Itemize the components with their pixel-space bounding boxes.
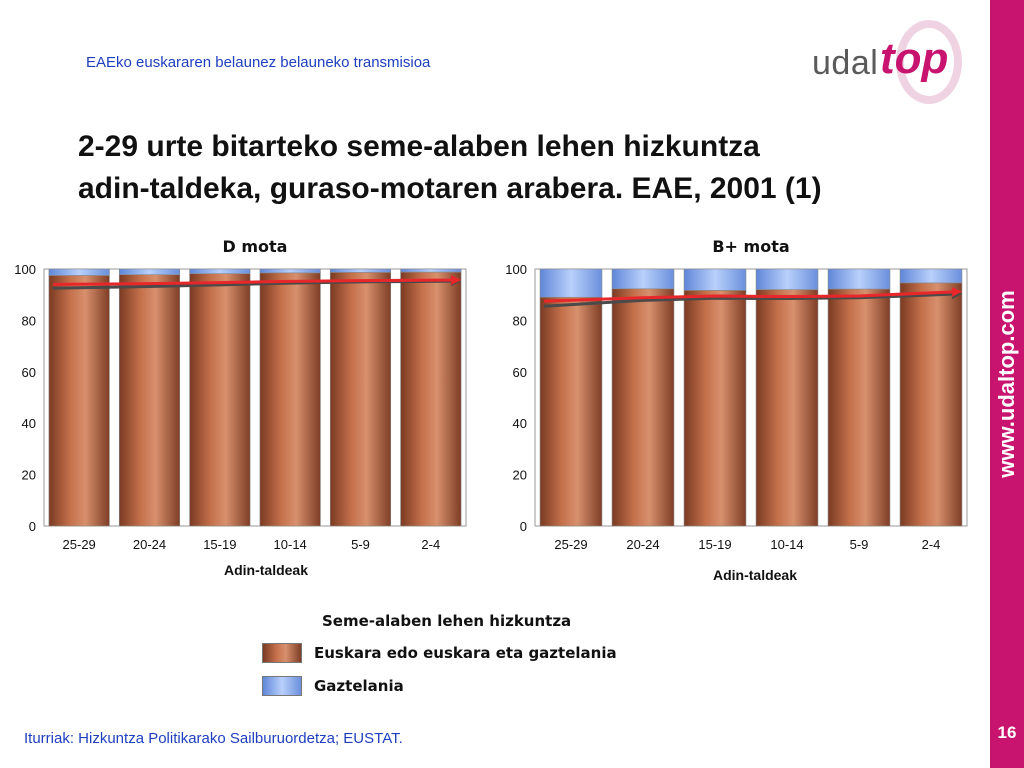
bar-euskara bbox=[611, 288, 675, 527]
x-tick-label: 5-9 bbox=[850, 537, 869, 552]
bar-euskara bbox=[827, 288, 891, 527]
x-tick-label: 25-29 bbox=[554, 537, 587, 552]
bar-gaztelania bbox=[400, 268, 462, 273]
x-tick-label: 2-4 bbox=[922, 537, 941, 552]
page-title: 2-29 urte bitarteko seme-alaben lehen hi… bbox=[78, 126, 958, 210]
header-subtitle: EAEko euskararen belaunez belauneko tran… bbox=[86, 54, 431, 71]
legend-label-gaztelania: Gaztelania bbox=[314, 677, 404, 695]
bar-gaztelania bbox=[611, 268, 675, 290]
x-axis-label-2: Adin-taldeak bbox=[713, 567, 797, 583]
bar-euskara bbox=[899, 282, 963, 527]
y-tick-label: 60 bbox=[22, 365, 36, 380]
plot-area-1 bbox=[43, 268, 467, 527]
chart-title-2: B+ mota bbox=[712, 237, 789, 256]
x-axis-label-1: Adin-taldeak bbox=[224, 562, 308, 578]
x-tick-label: 10-14 bbox=[274, 537, 307, 552]
bar-euskara bbox=[539, 296, 603, 527]
bar-euskara bbox=[400, 271, 462, 527]
bar-gaztelania bbox=[899, 268, 963, 284]
y-tick-label: 20 bbox=[513, 468, 527, 483]
y-tick-label: 40 bbox=[513, 416, 527, 431]
trend-line-red bbox=[52, 275, 462, 286]
bar-gaztelania bbox=[329, 268, 392, 273]
bar-gaztelania bbox=[118, 268, 181, 275]
logo-ring-icon bbox=[896, 20, 962, 104]
y-tick-label: 80 bbox=[22, 313, 36, 328]
y-tick-label: 80 bbox=[513, 313, 527, 328]
page-number: 16 bbox=[991, 718, 1023, 748]
x-tick-label: 20-24 bbox=[626, 537, 659, 552]
y-tick-label: 100 bbox=[14, 262, 36, 277]
bar-gaztelania bbox=[189, 268, 251, 274]
legend-swatch-euskara bbox=[262, 643, 302, 663]
bar-euskara bbox=[683, 290, 747, 527]
bar-euskara bbox=[118, 274, 181, 527]
bar-euskara bbox=[189, 273, 251, 527]
page-title-line2: adin-taldeka, guraso-motaren arabera. EA… bbox=[78, 172, 822, 205]
logo-text-udal: udal bbox=[812, 44, 879, 82]
legend-swatch-gaztelania bbox=[262, 676, 302, 696]
page-title-line1: 2-29 urte bitarteko seme-alaben lehen hi… bbox=[78, 130, 760, 163]
x-tick-label: 15-19 bbox=[698, 537, 731, 552]
side-url-link[interactable]: www.udaltop.com bbox=[994, 290, 1019, 478]
x-tick-label: 10-14 bbox=[770, 537, 803, 552]
x-tick-label: 5-9 bbox=[351, 537, 370, 552]
legend-title: Seme-alaben lehen hizkuntza bbox=[322, 612, 572, 630]
trend-line-dark bbox=[543, 289, 962, 308]
x-tick-label: 20-24 bbox=[133, 537, 166, 552]
charts-canvas: D mota 0 20 40 60 80 100 25-29 20-24 15-19 10-14 5-… bbox=[14, 237, 968, 583]
bar-gaztelania bbox=[827, 268, 891, 290]
y-tick-label: 20 bbox=[22, 468, 36, 483]
bar-gaztelania bbox=[48, 268, 110, 276]
bar-euskara bbox=[259, 272, 321, 527]
bar-gaztelania bbox=[755, 268, 819, 290]
x-tick-label: 15-19 bbox=[203, 537, 236, 552]
bar-euskara bbox=[48, 275, 110, 527]
bar-gaztelania bbox=[259, 268, 321, 274]
x-tick-label: 25-29 bbox=[63, 537, 96, 552]
legend-label-euskara: Euskara edo euskara eta gaztelania bbox=[314, 644, 617, 662]
y-tick-label: 0 bbox=[520, 519, 527, 534]
x-tick-label: 2-4 bbox=[421, 537, 440, 552]
logo-text-top: top bbox=[880, 34, 949, 83]
y-tick-label: 0 bbox=[29, 519, 36, 534]
bar-euskara bbox=[755, 289, 819, 527]
bar-gaztelania bbox=[683, 268, 747, 291]
source-text: Iturriak: Hizkuntza Politikarako Sailbur… bbox=[24, 730, 403, 747]
plot-area-2 bbox=[534, 268, 968, 527]
y-tick-label: 40 bbox=[22, 416, 36, 431]
y-tick-label: 100 bbox=[505, 262, 527, 277]
y-tick-label: 60 bbox=[513, 365, 527, 380]
bar-gaztelania bbox=[539, 268, 603, 298]
trend-line-red bbox=[543, 286, 962, 303]
chart-title-1: D mota bbox=[223, 237, 288, 256]
side-bar bbox=[990, 0, 1024, 768]
bar-euskara bbox=[329, 272, 392, 527]
